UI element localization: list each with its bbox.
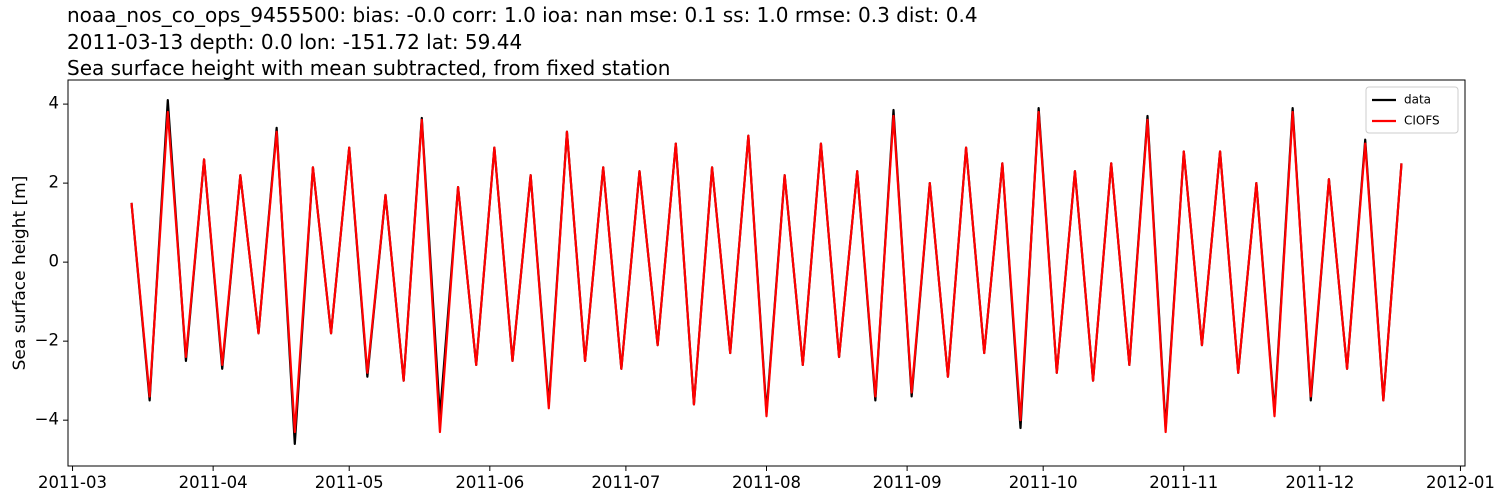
title-line: noaa_nos_co_ops_9455500: bias: -0.0 corr…	[67, 3, 978, 27]
x-tick-label: 2011-06	[455, 473, 524, 492]
title-line: Sea surface height with mean subtracted,…	[67, 56, 670, 80]
y-tick-label: 4	[49, 94, 60, 113]
x-tick-label: 2011-12	[1285, 473, 1354, 492]
plot-frame	[67, 79, 1466, 467]
x-tick-label: 2011-11	[1149, 473, 1218, 492]
legend-label: data	[1404, 93, 1431, 107]
x-tick-label: 2011-03	[38, 473, 107, 492]
x-tick-label: 2011-08	[732, 473, 801, 492]
series-line	[130, 110, 1403, 434]
y-tick-label: 0	[49, 252, 60, 271]
series-line	[130, 99, 1403, 445]
x-tick-label: 2011-10	[1009, 473, 1078, 492]
x-tick-label: 2011-07	[591, 473, 660, 492]
y-axis-label: Sea surface height [m]	[10, 176, 30, 371]
legend-label: CIOFS	[1404, 114, 1440, 128]
x-tick-label: 2011-09	[873, 473, 942, 492]
x-tick-label: 2011-04	[179, 473, 248, 492]
y-tick-label: −4	[35, 410, 59, 429]
y-tick-label: 2	[49, 173, 60, 192]
title-line: 2011-03-13 depth: 0.0 lon: -151.72 lat: …	[67, 30, 522, 54]
x-tick-label: 2011-05	[315, 473, 384, 492]
y-tick-label: −2	[35, 331, 59, 350]
x-tick-label: 2012-01	[1426, 473, 1495, 492]
